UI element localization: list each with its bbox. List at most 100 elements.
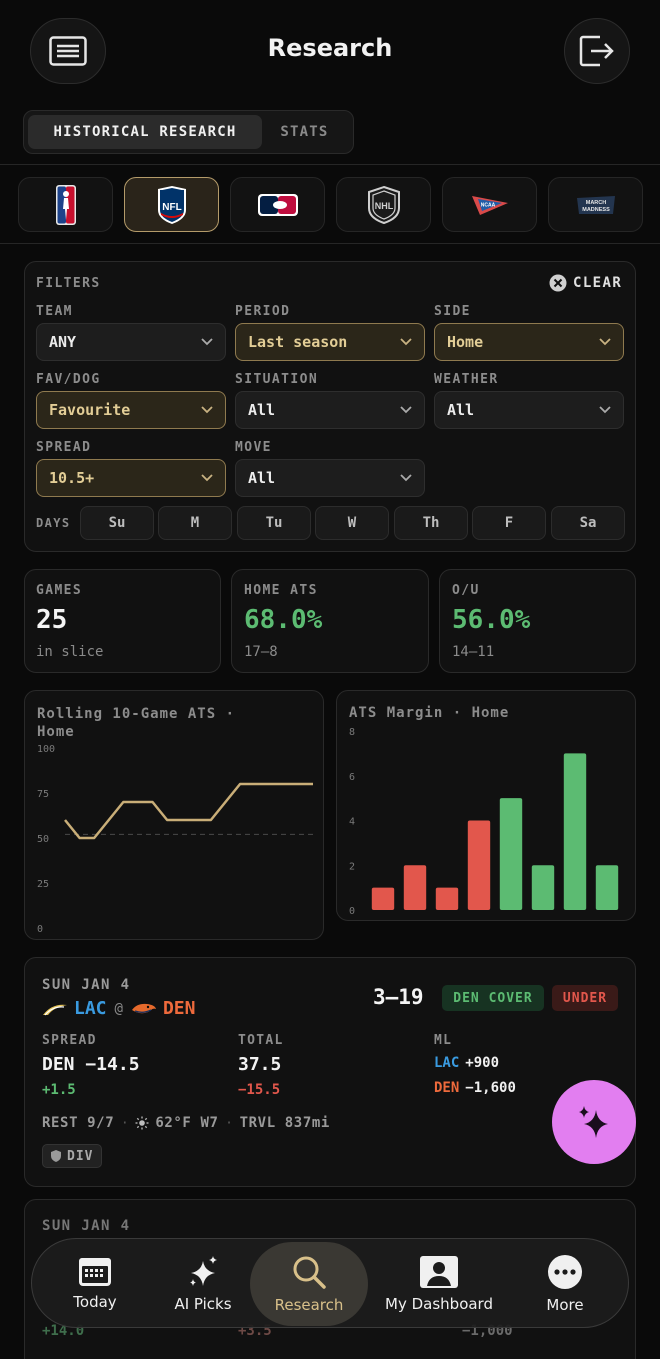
games-value: 25	[36, 605, 68, 635]
total-col-value: 37.5	[238, 1054, 282, 1075]
home-team: DEN	[162, 998, 196, 1019]
chevron-down-icon	[400, 474, 412, 482]
bottom-nav: Today AI Picks Research My Dashboard Mor…	[31, 1238, 629, 1328]
ats-margin-bar	[403, 865, 427, 910]
clear-filters-button[interactable]: CLEAR	[549, 274, 622, 292]
divider	[0, 164, 660, 165]
y-tick-label: 100	[37, 744, 55, 755]
y-tick-label: 75	[37, 789, 49, 800]
ats-series-line	[64, 782, 313, 840]
logout-button[interactable]	[564, 18, 630, 84]
nav-today[interactable]: Today	[44, 1239, 146, 1329]
rolling-ats-line-chart: 100 75 50 25 0	[37, 744, 313, 935]
chevron-down-icon	[201, 474, 213, 482]
league-nfl[interactable]: NFL	[124, 177, 219, 232]
day-tuesday[interactable]: Tu	[237, 506, 311, 540]
weather-select[interactable]: All	[434, 391, 624, 429]
period-select[interactable]: Last season	[235, 323, 425, 361]
spread-col-value: DEN −14.5	[42, 1054, 140, 1075]
page-title: Research	[267, 34, 393, 62]
more-icon	[548, 1255, 582, 1289]
day-monday[interactable]: M	[158, 506, 232, 540]
cover-badge: DEN COVER	[442, 985, 544, 1011]
sun-icon	[135, 1116, 149, 1129]
chevron-down-icon	[599, 338, 611, 346]
ats-margin-chart-title: ATS Margin · Home	[349, 705, 510, 721]
game-date: SUN JAN 4	[42, 977, 131, 993]
league-march-madness[interactable]: MARCH MADNESS	[548, 177, 643, 232]
ml-away: LAC +900	[434, 1055, 499, 1071]
spread-col-diff: +1.5	[42, 1082, 76, 1098]
ml-away-value: +900	[465, 1055, 500, 1071]
menu-button[interactable]	[30, 18, 106, 84]
league-ncaa[interactable]: NCAA	[442, 177, 537, 232]
chevron-down-icon	[201, 338, 213, 346]
nav-more-label: More	[546, 1296, 584, 1314]
shield-icon	[51, 1150, 61, 1162]
search-icon	[293, 1256, 326, 1289]
y-tick-label: 6	[349, 772, 355, 783]
svg-text:MARCH: MARCH	[585, 200, 605, 206]
home-ats-stat-card	[231, 569, 429, 673]
y-tick-label: 2	[349, 861, 355, 872]
day-thursday[interactable]: Th	[394, 506, 468, 540]
march-madness-logo-icon: MARCH MADNESS	[576, 195, 615, 214]
move-value: All	[248, 469, 276, 487]
spread-col-label: SPREAD	[42, 1033, 97, 1048]
ml-home: DEN −1,600	[434, 1080, 516, 1096]
day-wednesday[interactable]: W	[315, 506, 389, 540]
list-icon	[49, 36, 87, 66]
logout-icon	[579, 35, 614, 67]
nav-my-dashboard[interactable]: My Dashboard	[380, 1239, 498, 1329]
clear-label: CLEAR	[573, 275, 623, 291]
sparkles-icon	[579, 1106, 608, 1138]
move-select[interactable]: All	[235, 459, 425, 497]
broncos-logo-icon	[131, 1003, 156, 1013]
ou-label: O/U	[452, 583, 480, 598]
ml-home-team: DEN	[434, 1080, 460, 1096]
nav-research[interactable]: Research	[250, 1242, 368, 1326]
ou-result-badge: UNDER	[552, 985, 618, 1011]
separator: ·	[226, 1113, 232, 1132]
favdog-select[interactable]: Favourite	[36, 391, 226, 429]
day-sunday[interactable]: Su	[80, 506, 154, 540]
at-symbol: @	[114, 1000, 123, 1017]
chevron-down-icon	[599, 406, 611, 414]
situation-select[interactable]: All	[235, 391, 425, 429]
game-meta: REST 9/7 · 62°F W7 · TRVL 837mi	[42, 1113, 330, 1132]
rolling-ats-chart-title: Rolling 10-Game ATS · Home	[37, 706, 236, 740]
svg-text:NHL: NHL	[374, 201, 393, 211]
nav-more[interactable]: More	[514, 1239, 616, 1329]
svg-text:MADNESS: MADNESS	[582, 207, 610, 213]
mlb-logo-icon	[257, 193, 298, 216]
tab-stats[interactable]: STATS	[280, 124, 329, 140]
period-label: PERIOD	[235, 304, 291, 319]
side-select[interactable]: Home	[434, 323, 624, 361]
team-label: TEAM	[36, 304, 73, 319]
spread-value: 10.5+	[49, 469, 95, 487]
close-circle-icon	[549, 274, 567, 292]
total-col-label: TOTAL	[238, 1033, 284, 1048]
ats-margin-bar	[371, 887, 395, 910]
league-nhl[interactable]: NHL	[336, 177, 431, 232]
day-saturday[interactable]: Sa	[551, 506, 625, 540]
filters-title: FILTERS	[36, 276, 101, 291]
ai-assistant-button[interactable]	[552, 1080, 636, 1164]
league-nba[interactable]	[18, 177, 113, 232]
tab-historical-research[interactable]: HISTORICAL RESEARCH	[28, 115, 262, 149]
home-ats-sub: 17–8	[244, 644, 278, 660]
nav-ai-picks[interactable]: AI Picks	[152, 1239, 254, 1329]
y-tick-label: 0	[349, 906, 355, 917]
total-col-diff: −15.5	[238, 1082, 281, 1098]
calendar-icon	[79, 1258, 111, 1286]
situation-label: SITUATION	[235, 372, 319, 387]
day-friday[interactable]: F	[472, 506, 546, 540]
nba-logo-icon	[55, 184, 76, 225]
games-label: GAMES	[36, 583, 83, 598]
svg-text:NFL: NFL	[162, 202, 181, 213]
spread-select[interactable]: 10.5+	[36, 459, 226, 497]
team-select[interactable]: ANY	[36, 323, 226, 361]
favdog-value: Favourite	[49, 401, 131, 419]
weather-value: All	[447, 401, 475, 419]
league-mlb[interactable]	[230, 177, 325, 232]
